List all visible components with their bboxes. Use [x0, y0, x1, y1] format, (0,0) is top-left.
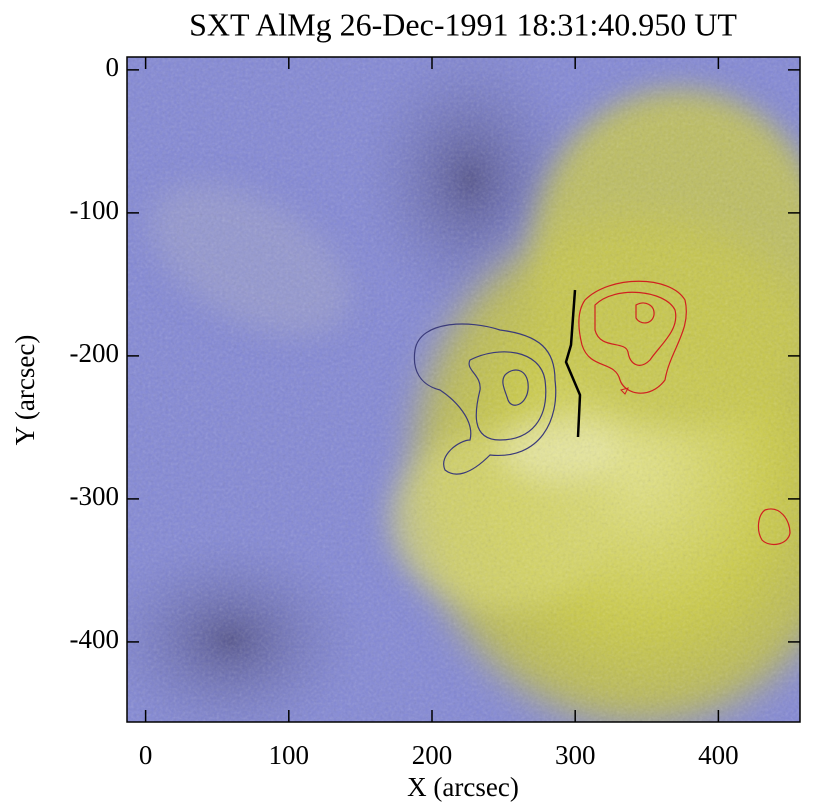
y-axis-label: Y (arcsec)	[10, 335, 40, 446]
y-tick-label: -300	[70, 481, 120, 511]
x-axis-label: X (arcsec)	[407, 772, 519, 802]
x-tick-label: 400	[698, 740, 739, 770]
solar-image	[127, 57, 800, 722]
x-tick-label: 100	[269, 740, 310, 770]
x-tick-label: 300	[555, 740, 596, 770]
x-tick-label: 0	[139, 740, 153, 770]
y-tick-label: -200	[70, 338, 120, 368]
chart-title: SXT AlMg 26-Dec-1991 18:31:40.950 UT	[189, 6, 737, 42]
plot-frame	[126, 56, 801, 723]
y-tick-label: 0	[106, 52, 120, 82]
x-tick-label: 200	[412, 740, 453, 770]
y-tick-label: -400	[70, 624, 120, 654]
y-tick-label: -100	[70, 195, 120, 225]
